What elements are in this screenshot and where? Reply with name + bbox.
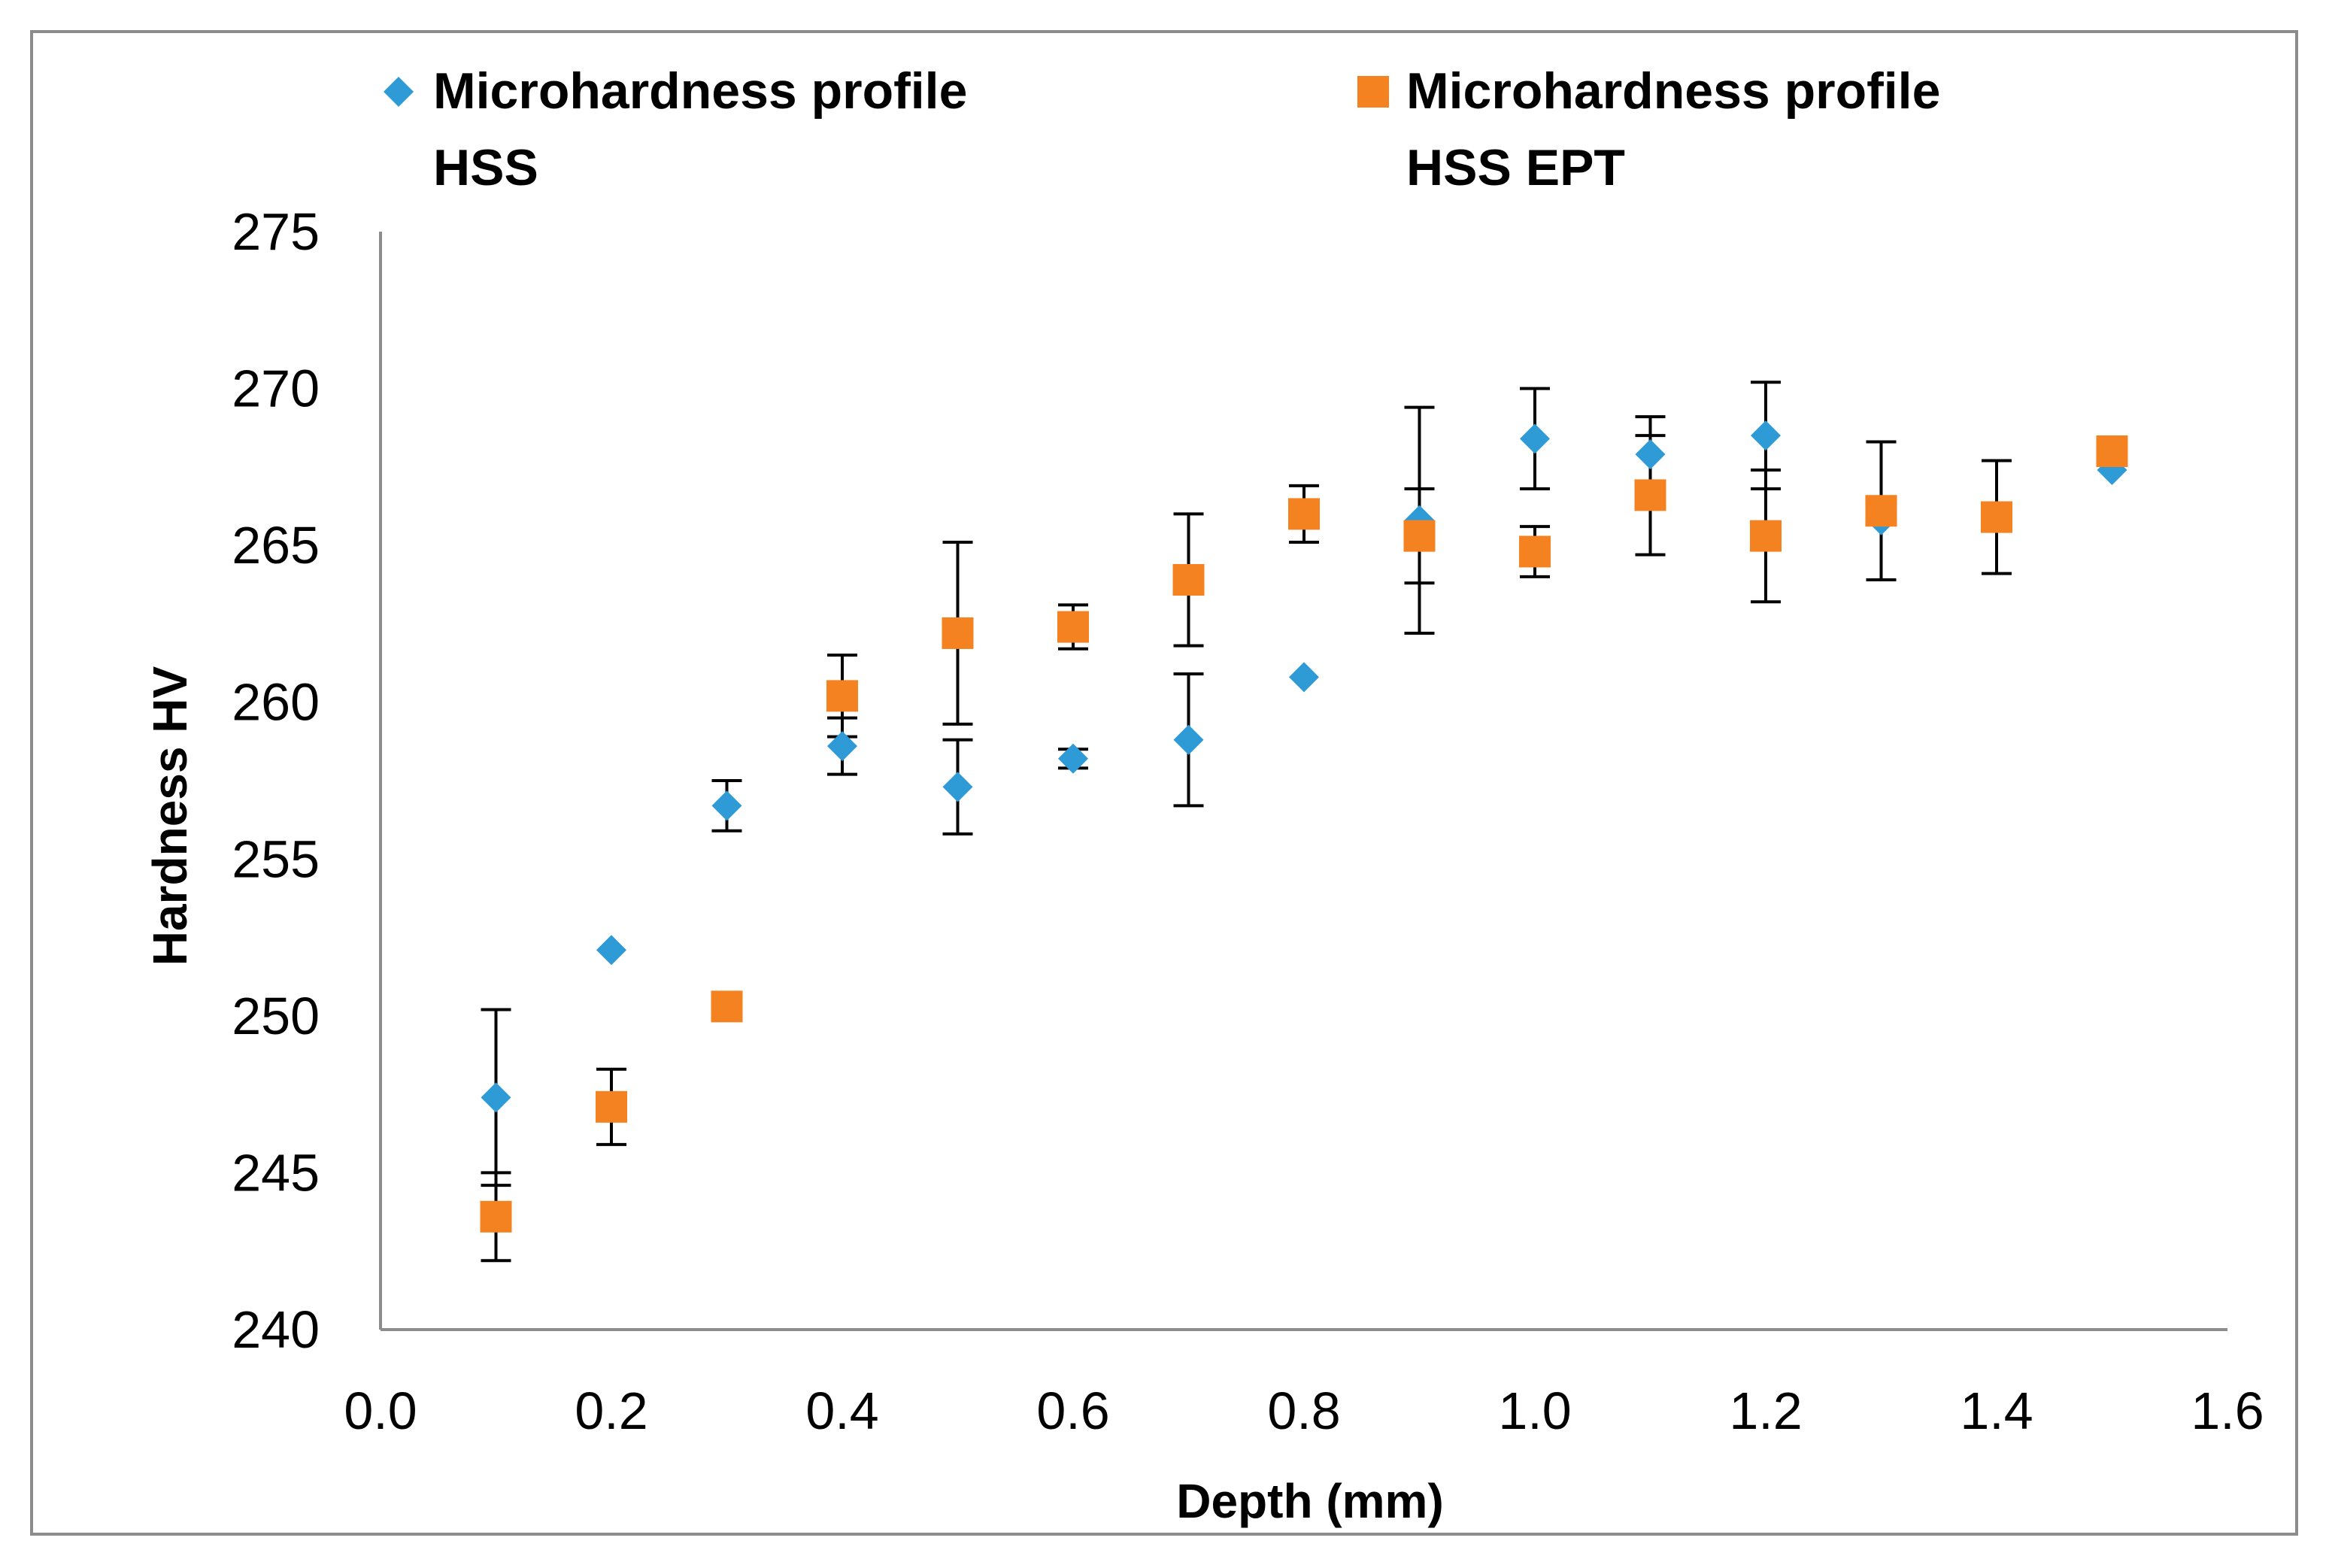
legend-label: Microhardness profile	[1406, 62, 1940, 120]
square-point	[1750, 520, 1782, 552]
diamond-point	[481, 1082, 511, 1113]
y-tick-label: 250	[232, 987, 320, 1045]
square-point	[480, 1200, 512, 1233]
x-tick-label: 0.6	[1036, 1381, 1109, 1440]
error-bars	[481, 381, 2012, 1263]
square-point	[596, 1090, 627, 1123]
y-tick-label: 255	[232, 829, 320, 888]
legend-diamond-marker	[384, 77, 414, 107]
square-point	[1288, 498, 1320, 530]
square-point	[1865, 495, 1897, 527]
x-tick-label: 0.0	[344, 1381, 417, 1440]
x-tick-label: 1.0	[1498, 1381, 1571, 1440]
y-tick-label: 265	[232, 516, 320, 575]
chart-frame	[30, 30, 2298, 1536]
square-point	[826, 680, 858, 712]
diamond-point	[1058, 743, 1088, 774]
square-point	[1403, 520, 1436, 552]
x-tick-label: 0.4	[805, 1381, 878, 1440]
x-tick-label: 1.6	[2191, 1381, 2264, 1440]
diamond-point	[596, 935, 626, 966]
diamond-point	[1173, 724, 1204, 755]
axes	[379, 232, 2227, 1331]
x-axis-title: Depth (mm)	[1176, 1474, 1444, 1528]
y-tick-label: 245	[232, 1143, 320, 1202]
square-point	[942, 617, 974, 649]
x-tick-label: 1.2	[1729, 1381, 1802, 1440]
tick-labels: 0.0 0.2 0.4 0.6 0.8 1.0 1.2 1.4 1.6 240 245 250 255 2…	[232, 202, 2264, 1440]
legend-entry: Microhardness profile HSS EPT	[1357, 62, 1940, 196]
legend-square-marker	[1357, 76, 1389, 108]
square-point	[711, 990, 743, 1023]
diamond-point	[1289, 662, 1319, 693]
y-tick-label: 240	[232, 1300, 320, 1359]
diamond-point	[1520, 423, 1550, 454]
y-tick-label: 275	[232, 202, 320, 261]
diamond-point	[1751, 420, 1781, 451]
y-axis-title: Hardness HV	[143, 666, 197, 966]
square-point	[1057, 611, 1089, 643]
x-tick-label: 1.4	[1960, 1381, 2033, 1440]
square-point	[1634, 479, 1666, 511]
diamond-point	[942, 772, 973, 802]
legend-label: HSS EPT	[1406, 139, 1625, 196]
square-point	[1519, 535, 1551, 568]
diamond-point	[827, 731, 857, 762]
diamond-point	[1635, 439, 1666, 470]
square-point	[1172, 564, 1205, 596]
y-tick-label: 270	[232, 359, 320, 418]
diamond-point	[711, 790, 742, 821]
y-tick-label: 260	[232, 673, 320, 732]
legend-label: Microhardness profile	[433, 62, 967, 120]
square-point	[1981, 501, 2012, 533]
legend-label: HSS	[433, 139, 538, 196]
x-tick-label: 0.2	[575, 1381, 647, 1440]
legend-entry: Microhardness profile HSS	[384, 62, 967, 196]
data-markers	[480, 420, 2128, 1233]
x-tick-label: 0.8	[1267, 1381, 1340, 1440]
square-point	[2096, 435, 2128, 467]
